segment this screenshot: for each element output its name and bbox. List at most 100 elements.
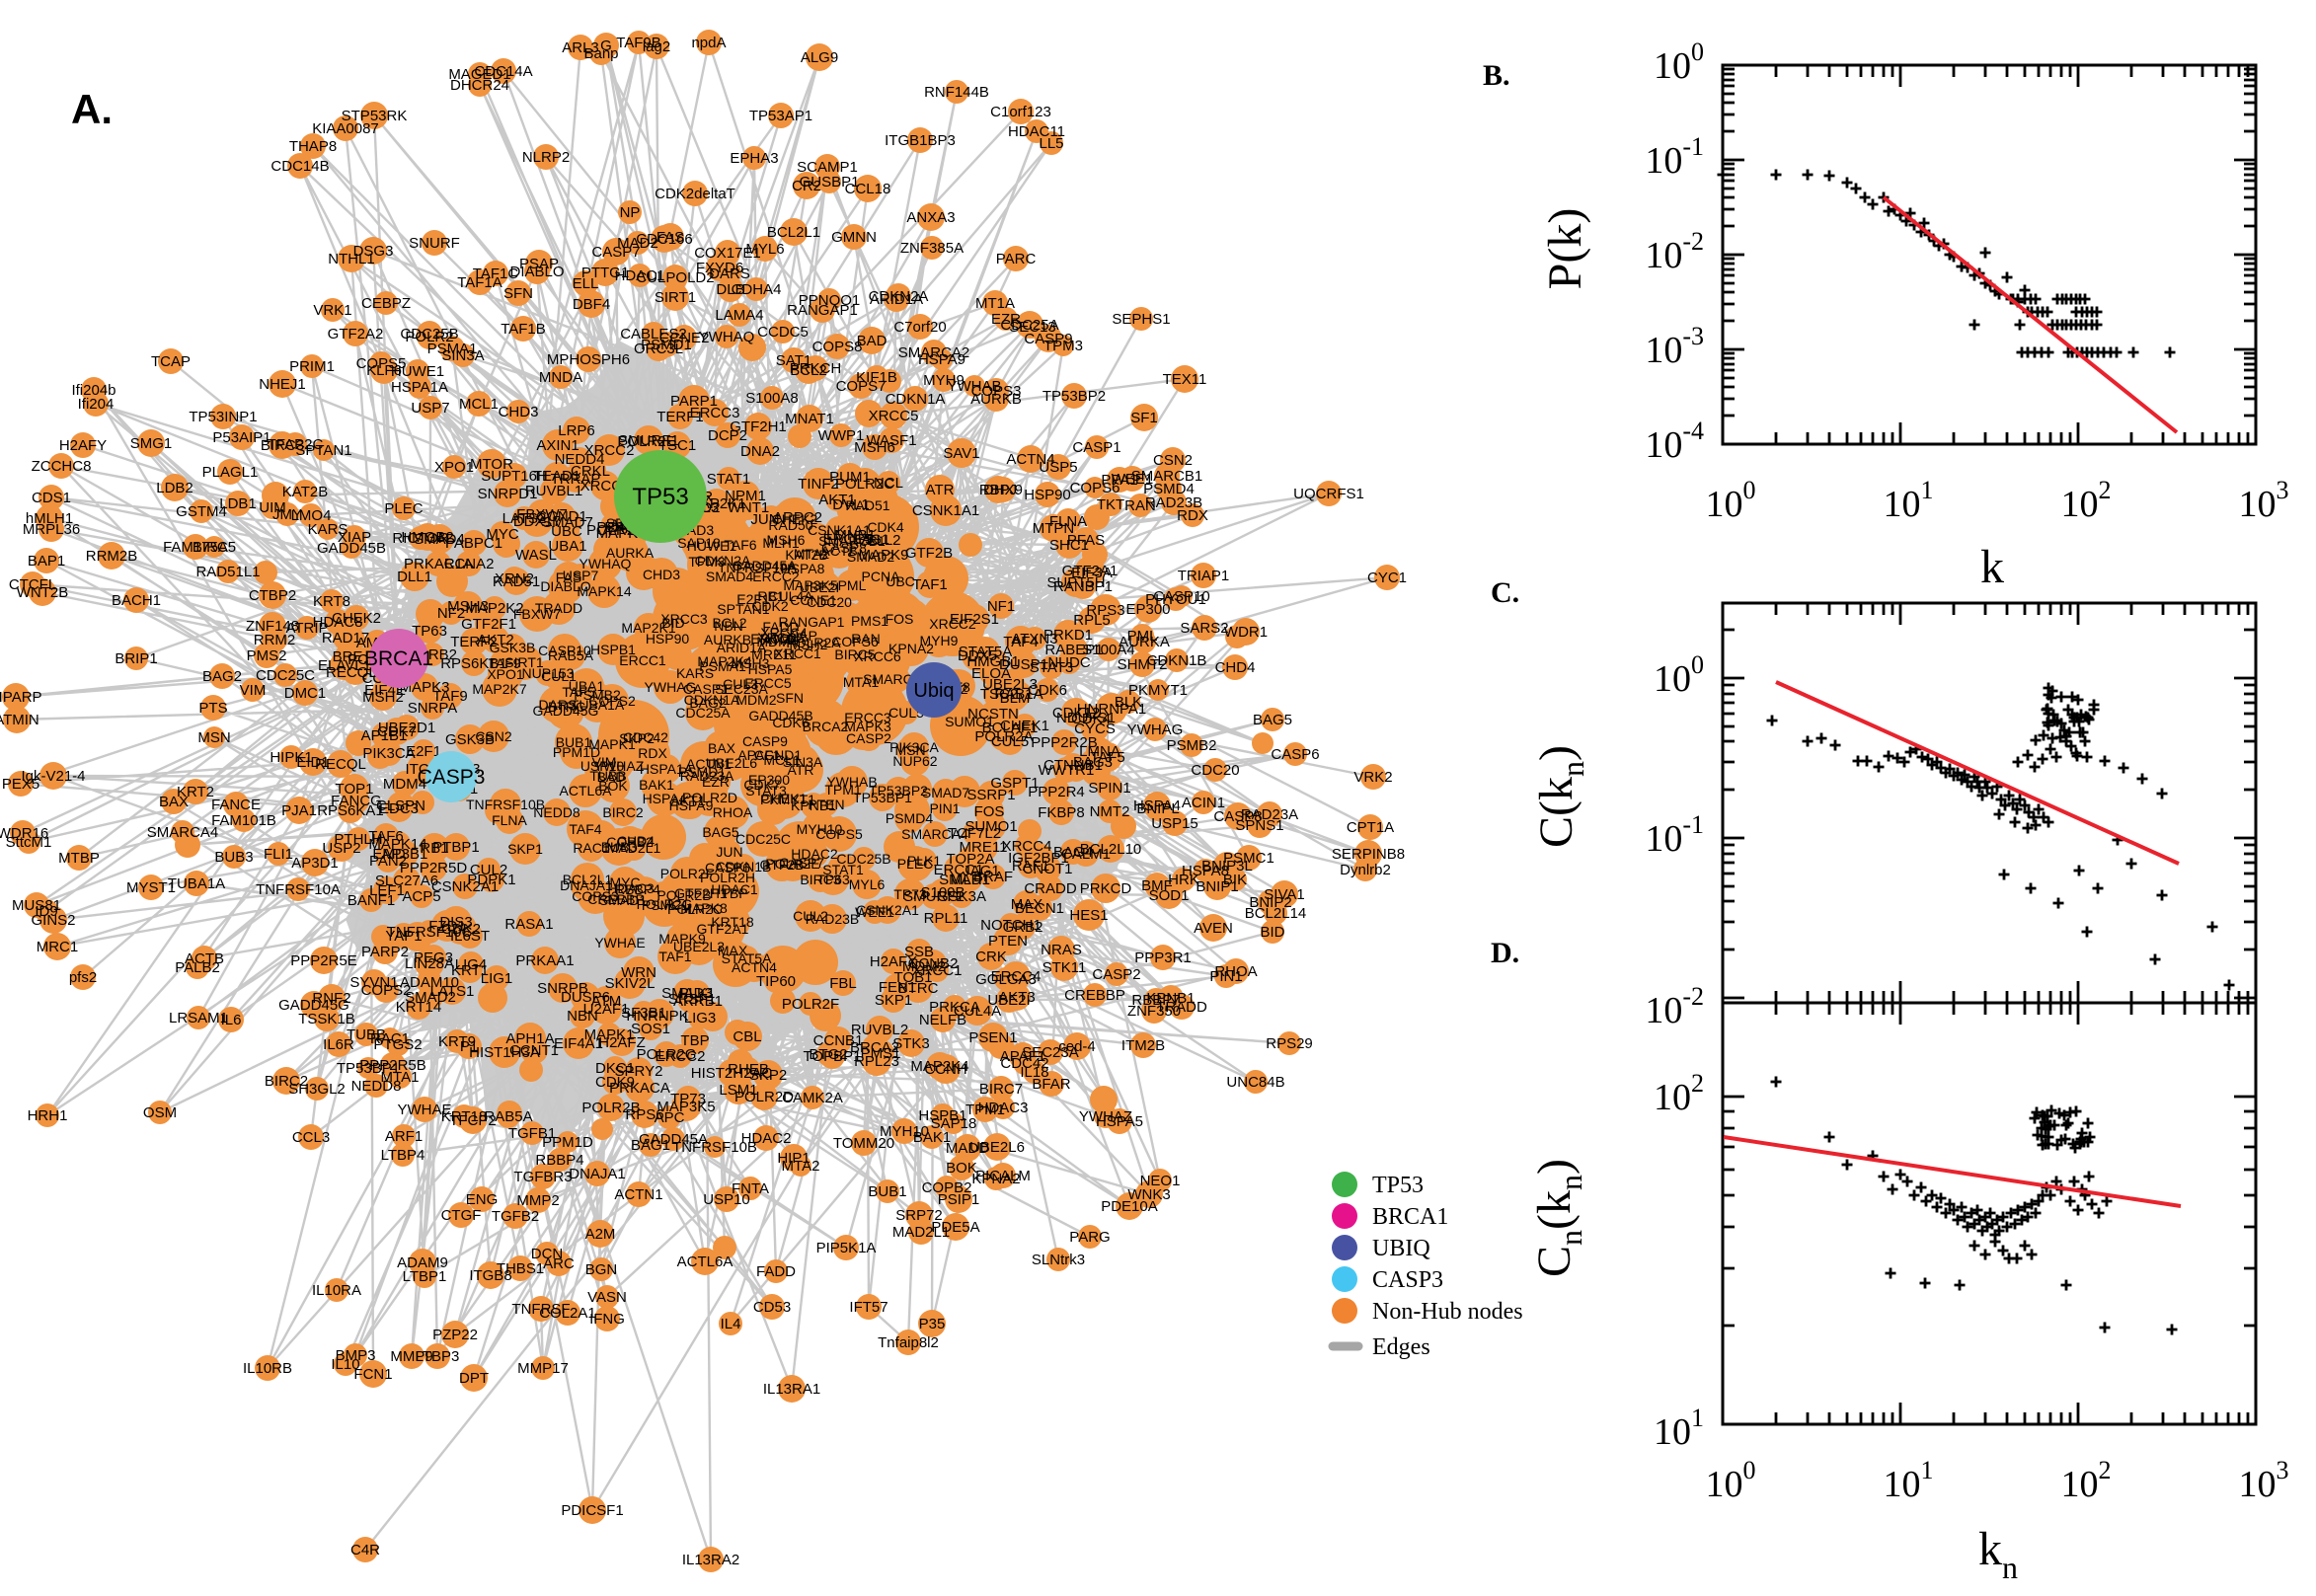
svg-text:APH1A: APH1A [505,1030,554,1047]
svg-text:PMS2: PMS2 [247,647,287,664]
svg-text:PDE10A: PDE10A [1101,1198,1158,1215]
svg-text:WDR1: WDR1 [1224,624,1268,641]
svg-text:STAT5A: STAT5A [959,644,1012,660]
svg-text:STK11: STK11 [1042,959,1087,976]
svg-text:CDHA4: CDHA4 [732,281,782,298]
svg-text:VIM: VIM [240,682,267,699]
svg-text:ITGB8: ITGB8 [469,1267,511,1284]
svg-text:CCL3: CCL3 [292,1129,330,1146]
svg-text:CASP3: CASP3 [1372,1267,1443,1293]
svg-text:BMP3: BMP3 [336,1347,376,1364]
svg-text:RBPJ: RBPJ [979,482,1017,498]
svg-text:NEDD8: NEDD8 [351,1078,402,1095]
svg-text:WEE1: WEE1 [855,904,894,920]
svg-text:RANGAP1: RANGAP1 [787,302,858,319]
svg-text:SAV1: SAV1 [943,445,979,462]
svg-text:MAP3K5: MAP3K5 [656,1099,715,1115]
svg-text:SUMO1: SUMO1 [965,818,1017,835]
svg-text:LDB2: LDB2 [156,480,193,496]
svg-text:ARF1: ARF1 [385,1128,423,1145]
svg-text:CYC1: CYC1 [1367,570,1407,586]
svg-text:LL5: LL5 [1039,135,1063,152]
svg-text:YWHAE: YWHAE [594,935,645,950]
svg-text:RPL11: RPL11 [924,910,968,927]
svg-text:FANCE: FANCE [211,797,261,813]
svg-text:LAMA4: LAMA4 [715,307,763,324]
svg-text:NF1: NF1 [987,598,1015,615]
svg-text:SMAD7: SMAD7 [922,785,969,800]
svg-text:FLI1: FLI1 [264,846,293,863]
svg-text:CDC14B: CDC14B [270,158,329,175]
svg-text:UBA1: UBA1 [548,538,586,555]
svg-text:COL2A1: COL2A1 [539,1305,596,1322]
svg-text:PJA1: PJA1 [281,802,317,819]
svg-text:BCL2: BCL2 [712,615,746,631]
svg-text:SIRT1: SIRT1 [655,289,696,306]
svg-text:YWHAQ: YWHAQ [699,329,755,345]
svg-text:DNA2: DNA2 [740,443,780,460]
svg-text:PAN2: PAN2 [369,853,407,870]
svg-text:UNC84B: UNC84B [1226,1074,1284,1091]
svg-text:BIRC5: BIRC5 [193,539,236,556]
svg-text:USP10: USP10 [580,758,625,774]
svg-text:CTGF: CTGF [441,1207,482,1224]
svg-text:TAF1: TAF1 [912,576,948,593]
svg-text:KRT8: KRT8 [313,593,350,610]
svg-text:ITGB1BP3: ITGB1BP3 [885,132,956,149]
svg-text:VRK1: VRK1 [313,302,351,319]
svg-text:BCL2: BCL2 [790,362,827,379]
svg-text:SKP1: SKP1 [507,841,543,857]
svg-text:DLL1: DLL1 [397,569,432,585]
svg-text:MNAT1: MNAT1 [785,411,834,427]
svg-text:LTBP3: LTBP3 [416,1348,460,1365]
svg-text:CHD3: CHD3 [499,404,539,420]
svg-text:PSMD1: PSMD1 [678,764,726,780]
svg-text:HDAC2: HDAC2 [791,846,838,862]
svg-text:USP15: USP15 [1151,815,1198,832]
svg-text:COPS8: COPS8 [812,339,863,355]
svg-text:SLNtrk3: SLNtrk3 [1032,1252,1085,1268]
svg-text:AP3D1: AP3D1 [291,855,339,872]
svg-text:ELL: ELL [573,275,599,292]
svg-text:CEBPZ: CEBPZ [361,295,411,312]
svg-text:MMP17: MMP17 [517,1360,569,1377]
svg-text:PSMB2: PSMB2 [574,687,621,703]
svg-text:PDICSF1: PDICSF1 [561,1502,623,1519]
svg-text:CASP7: CASP7 [591,244,640,261]
svg-text:ARC: ARC [543,1255,575,1272]
svg-text:KPNB1: KPNB1 [791,798,836,813]
svg-text:TP53: TP53 [632,484,688,510]
svg-text:CUL2: CUL2 [470,862,507,878]
svg-text:HSPA9: HSPA9 [669,798,714,813]
svg-text:npdA: npdA [691,35,726,51]
svg-text:UBIQ: UBIQ [1372,1236,1430,1261]
svg-text:PARC: PARC [996,251,1037,267]
svg-text:FLNA: FLNA [1049,513,1087,530]
svg-text:XPO1: XPO1 [434,459,474,476]
svg-text:NEDD8: NEDD8 [533,804,580,820]
svg-text:USP10: USP10 [703,1191,750,1208]
svg-text:SPIN1: SPIN1 [1088,780,1130,797]
svg-text:PML: PML [1127,628,1158,645]
svg-text:OSM: OSM [143,1104,177,1121]
svg-text:ZNF385A: ZNF385A [900,240,964,257]
svg-text:BACH1: BACH1 [112,592,161,609]
svg-text:PSMC1: PSMC1 [642,897,689,913]
svg-text:GTF2A1: GTF2A1 [1062,563,1119,579]
svg-text:PMS1: PMS1 [851,613,888,629]
svg-text:H2AFY: H2AFY [59,437,107,454]
svg-text:COPS2: COPS2 [361,982,412,999]
svg-text:CHD4: CHD4 [1215,659,1256,676]
svg-text:PMS1: PMS1 [861,1045,901,1062]
svg-text:NRAS: NRAS [1041,942,1082,958]
svg-text:RRM2: RRM2 [254,632,296,648]
svg-text:NLRP2: NLRP2 [522,149,570,166]
svg-text:TRADD: TRADD [535,600,582,616]
svg-text:IL6: IL6 [221,1012,242,1028]
svg-text:BIRC7: BIRC7 [979,1081,1023,1098]
svg-text:PRIM1: PRIM1 [289,358,335,375]
svg-text:MSH2: MSH2 [362,689,404,706]
svg-text:SttcM1: SttcM1 [6,834,52,851]
svg-text:BAX: BAX [708,740,736,756]
svg-text:BTG2: BTG2 [809,1046,847,1063]
